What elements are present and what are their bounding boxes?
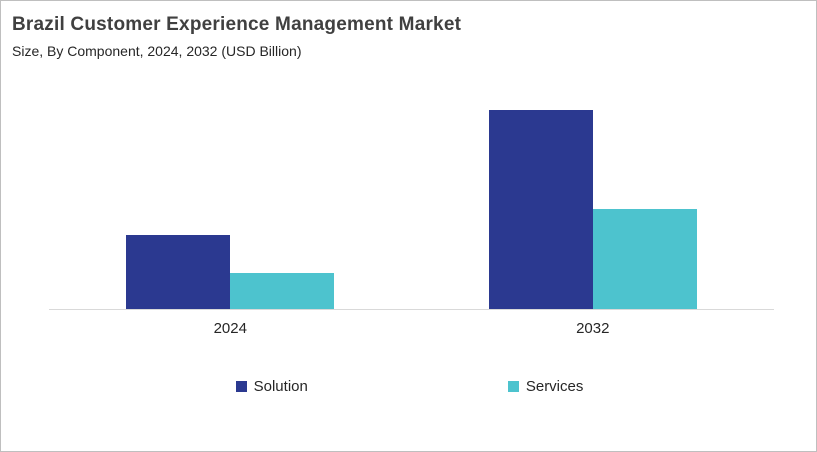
bar-solution-2032 [488, 110, 593, 309]
chart-title: Brazil Customer Experience Management Ma… [12, 14, 462, 35]
legend-swatch-services [507, 381, 519, 392]
chart-header: Brazil Customer Experience Management Ma… [12, 13, 712, 60]
bar-services-2032 [592, 209, 697, 309]
legend: Solution Services [1, 378, 816, 395]
legend-label-solution: Solution [253, 378, 308, 395]
x-axis-line [49, 309, 774, 310]
legend-label-services: Services [525, 378, 584, 395]
chart-subtitle: Size, By Component, 2024, 2032 (USD Bill… [12, 43, 302, 59]
plot-area: 2024 2032 [49, 91, 774, 337]
legend-swatch-solution [235, 381, 247, 392]
x-axis-label-2024: 2024 [213, 320, 247, 337]
x-axis-label-2032: 2032 [576, 320, 610, 337]
bar-services-2024 [230, 273, 335, 309]
bar-solution-2024 [126, 235, 231, 309]
legend-item-services: Services [507, 378, 584, 395]
legend-item-solution: Solution [235, 378, 308, 395]
